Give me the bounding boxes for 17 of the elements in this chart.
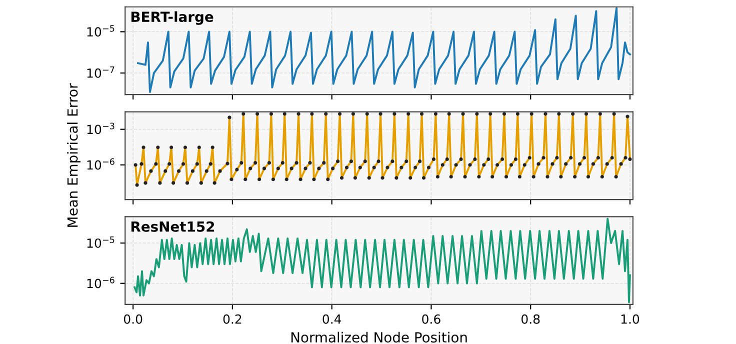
chart-title: BERT-large xyxy=(131,11,214,25)
x-tick-label: 0.2 xyxy=(223,314,242,324)
y-tick-label: 10$^{−6}$ xyxy=(87,276,114,288)
x-tick-label: 0.6 xyxy=(422,314,440,324)
x-tick-label: 1.0 xyxy=(621,314,640,324)
line-series xyxy=(134,218,631,304)
y-tick-label: 10$^{−3}$ xyxy=(87,122,114,134)
chart-title: ResNet152 xyxy=(131,221,214,232)
y-tick-label: 10$^{−7}$ xyxy=(87,66,114,78)
y-tick-label: 10$^{−6}$ xyxy=(87,158,114,170)
x-tick-label: 0.4 xyxy=(322,314,342,324)
x-tick-label: 0.0 xyxy=(124,314,142,324)
y-tick-label: 10$^{−5}$ xyxy=(87,25,114,37)
y-axis-title: Mean Empirical Error xyxy=(67,83,80,227)
y-tick-label: 10$^{−5}$ xyxy=(87,236,114,248)
x-tick-label: 0.8 xyxy=(521,314,540,324)
x-axis-title: Normalized Node Position xyxy=(291,332,467,343)
